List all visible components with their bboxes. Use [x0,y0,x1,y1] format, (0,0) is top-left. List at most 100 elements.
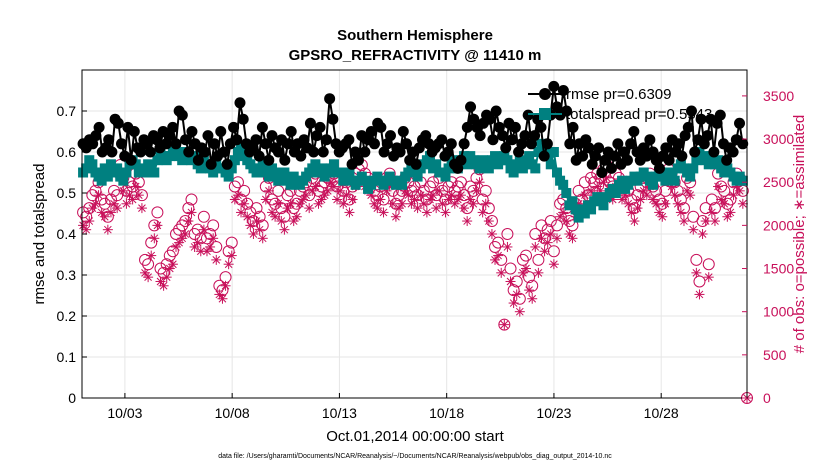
asterisk-stroke [190,243,199,251]
possible-obs-marker [197,210,210,223]
assimilated-obs-marker [694,289,705,300]
assimilated-obs-marker [459,203,470,214]
totalspread-point [105,159,116,170]
asterisk-stroke [454,195,462,204]
possible-obs-marker [204,228,217,240]
rmse-point [304,117,316,129]
assimilated-obs-marker [143,272,154,283]
assimilated-obs-marker [734,185,745,196]
asterisk-stroke [717,195,726,204]
asterisk-stroke [240,199,248,208]
assimilated-obs-marker [539,246,550,257]
asterisk-stroke [419,199,428,208]
asterisk-stroke [234,191,242,200]
assimilated-obs-marker [586,185,597,196]
possible-obs-marker [699,202,712,215]
asterisk-stroke [144,273,152,282]
rmse-point [522,109,534,121]
rmse-point [487,134,499,146]
rmse-point [308,146,320,158]
rmse-point [368,138,380,150]
totalspread-point [474,163,485,174]
asterisk-stroke [618,195,626,204]
rmse-point [484,113,496,125]
rmse-point [125,154,137,166]
asterisk-stroke [339,199,348,208]
assimilated-obs-marker [623,198,634,209]
totalspread-series [78,138,748,223]
assimilated-obs-marker [474,177,485,188]
totalspread-point [533,147,544,157]
assimilated-obs-marker [344,207,355,218]
rmse-point [183,146,195,158]
possible-obs-marker [674,193,687,206]
asterisk-stroke [367,191,375,200]
asterisk-stroke [336,186,345,195]
asterisk-stroke [178,234,187,243]
rmse-point [260,138,272,150]
asterisk-stroke [553,234,561,243]
asterisk-stroke [237,208,245,217]
totalspread-point [359,175,370,186]
rmse-point [343,134,355,146]
assimilated-obs-marker [524,285,535,296]
totalspread-point [81,163,92,174]
rmse-series [77,80,749,178]
x-axis-label: Oct.01,2014 00:00:00 start [326,428,504,445]
assimilated-obs-marker [700,216,711,227]
assimilated-obs-marker [499,319,510,330]
assimilated-obs-marker [279,224,290,235]
asterisk-stroke [230,195,239,204]
asterisk-stroke [636,195,645,204]
possible-obs-marker [708,202,721,215]
assimilated-obs-marker [440,207,451,218]
right-tick-label: 500 [763,347,787,363]
x-tick-label: 10/28 [644,405,679,421]
assimilated-obs-marker [483,216,494,227]
possible-obs-marker [166,245,179,258]
assimilated-obs-marker [294,198,305,209]
asterisk-stroke [550,260,558,269]
asterisk-stroke [407,199,416,208]
assimilated-obs-marker [282,203,293,214]
totalspread-point [270,167,281,178]
totalspread-point [96,175,107,186]
asterisk-stroke [534,268,543,277]
totalspread-point [530,163,541,174]
asterisk-stroke [314,199,323,208]
assimilated-obs-marker [434,185,445,196]
assimilated-obs-marker [310,181,321,192]
asterisk-stroke [169,260,177,269]
totalspread-point [524,151,535,162]
totalspread-point [335,167,346,178]
asterisk-stroke [478,208,487,217]
assimilated-obs-marker [514,306,525,317]
asterisk-stroke [265,186,273,195]
possible-obs-marker [578,176,591,189]
totalspread-point [688,163,699,174]
asterisk-stroke [91,199,100,208]
rmse-point [375,121,387,133]
asterisk-stroke [103,225,112,234]
rmse-point [474,130,486,142]
asterisk-stroke [119,186,128,195]
left-tick-label: 0.5 [57,185,77,201]
asterisk-stroke [463,217,472,225]
asterisk-stroke [165,264,174,273]
right-axis-ticks: 0 500 1000 1500 2000 2500 3000 3500 [742,88,794,406]
asterisk-stroke [633,204,642,212]
asterisk-stroke [277,217,286,225]
asterisk-stroke [503,243,512,251]
assimilated-obs-marker [626,207,637,218]
rmse-point [702,130,714,142]
assimilated-obs-marker [728,190,739,201]
rmse-point [490,105,502,117]
asterisk-stroke [658,212,667,221]
rmse-point [324,93,336,105]
rmse-point [506,134,518,146]
rmse-point [497,130,509,142]
assimilated-obs-marker [84,216,95,227]
x-tick-label: 10/23 [536,405,571,421]
totalspread-point [443,163,454,174]
